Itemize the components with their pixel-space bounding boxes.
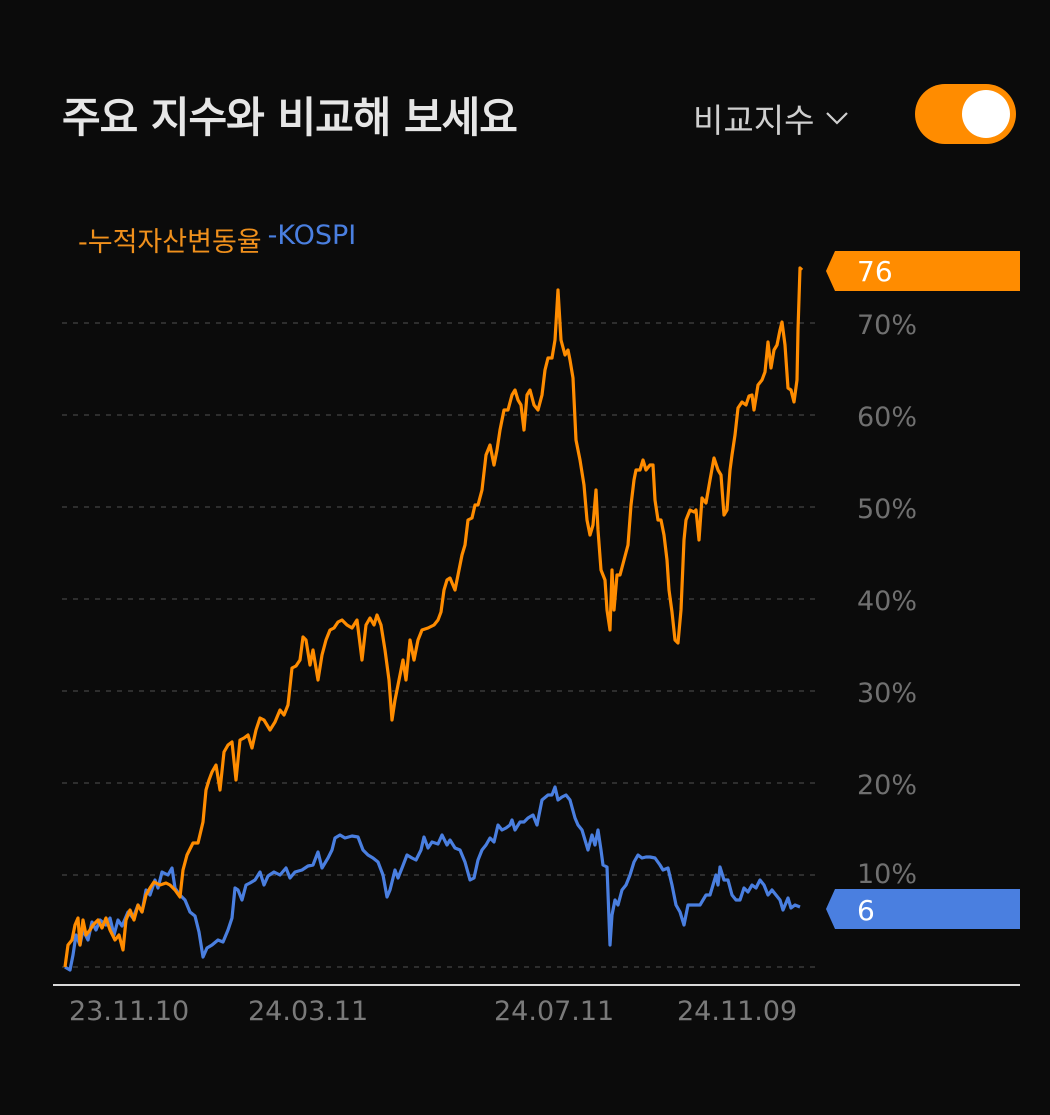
svg-text:60%: 60% bbox=[857, 402, 917, 433]
page-title: 주요 지수와 비교해 보세요 bbox=[62, 93, 518, 142]
svg-text:70%: 70% bbox=[857, 310, 917, 341]
legend-marker-icon: - bbox=[78, 227, 88, 258]
compare-index-label: 비교지수 bbox=[693, 101, 815, 140]
y-axis-labels: 70% 60% 50% 40% 30% 20% 10% bbox=[857, 310, 917, 890]
compare-index-toggle[interactable] bbox=[915, 84, 1016, 144]
toggle-knob bbox=[962, 90, 1010, 138]
svg-text:20%: 20% bbox=[857, 770, 917, 801]
svg-text:50%: 50% bbox=[857, 494, 917, 525]
svg-text:24.07.11: 24.07.11 bbox=[494, 996, 614, 1027]
svg-text:24.11.09: 24.11.09 bbox=[677, 996, 797, 1027]
svg-text:6: 6 bbox=[857, 894, 875, 927]
chevron-down-icon bbox=[826, 112, 849, 125]
asset-change-line bbox=[63, 266, 804, 968]
kospi-line bbox=[64, 785, 801, 972]
svg-text:23.11.10: 23.11.10 bbox=[69, 996, 189, 1027]
svg-text:30%: 30% bbox=[857, 678, 917, 709]
svg-text:24.03.11: 24.03.11 bbox=[248, 996, 368, 1027]
svg-text:76: 76 bbox=[857, 255, 893, 288]
legend-item-asset-change: -누적자산변동율 bbox=[78, 227, 262, 258]
x-axis-labels: 23.11.10 24.03.11 24.07.11 24.11.09 bbox=[69, 996, 797, 1027]
svg-text:40%: 40% bbox=[857, 586, 917, 617]
gridlines bbox=[62, 322, 820, 968]
compare-index-dropdown[interactable]: 비교지수 bbox=[693, 94, 850, 142]
kospi-last-value-tag: 6 bbox=[826, 889, 1020, 929]
chart-legend: -누적자산변동율 -KOSPI bbox=[78, 220, 356, 259]
legend-item-kospi: -KOSPI bbox=[267, 220, 357, 251]
asset-change-last-value-tag: 76 bbox=[826, 251, 1020, 291]
svg-text:10%: 10% bbox=[857, 859, 917, 890]
legend-marker-icon: - bbox=[267, 220, 278, 251]
